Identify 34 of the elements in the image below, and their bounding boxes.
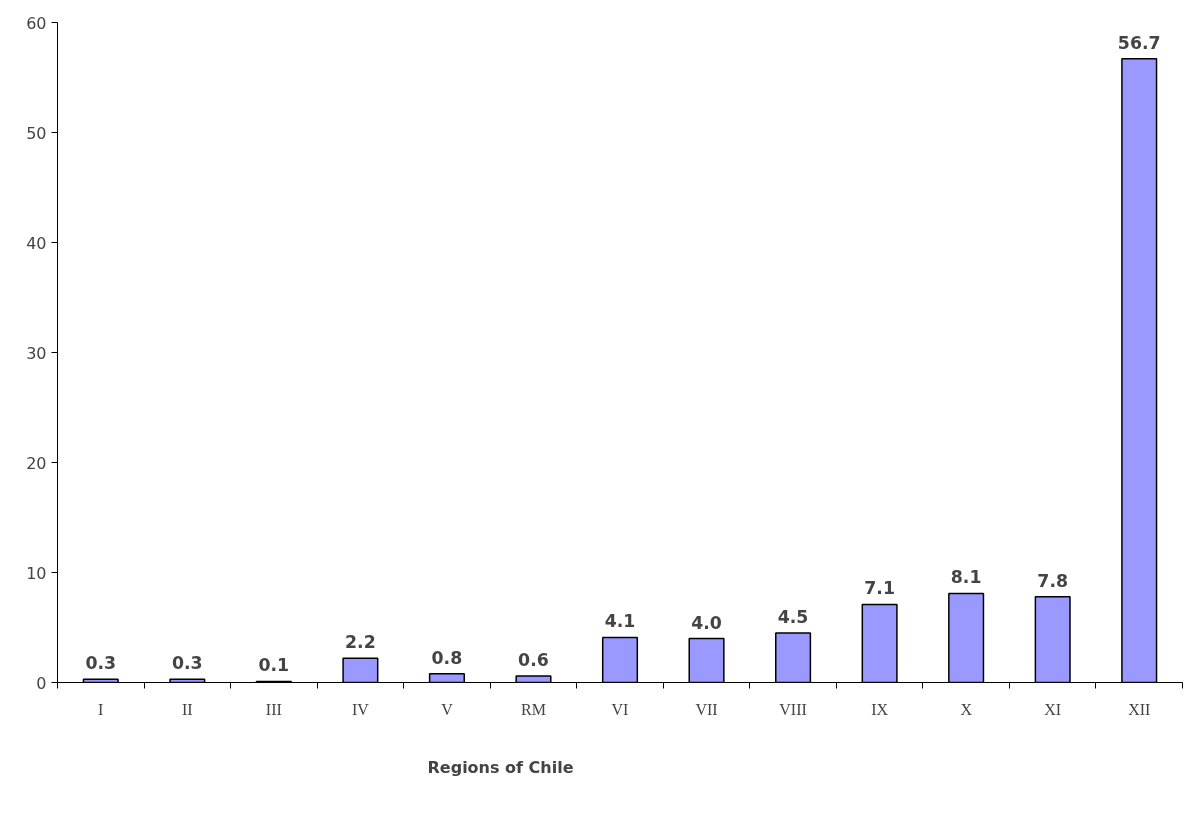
data-label: 0.8 [431,647,463,668]
x-tick-label: I [98,700,104,718]
data-label: 4.1 [604,611,636,632]
y-tick-label: 50 [26,123,47,143]
x-tick-label: IV [351,700,370,718]
x-tick-label: VI [611,700,629,718]
data-label: 7.1 [864,578,895,599]
y-tick-label: 10 [26,563,47,583]
data-label: 4.5 [777,607,809,627]
data-label: 2.2 [345,632,376,653]
y-tick-label: 0 [36,673,47,693]
data-label: 0.6 [518,649,549,670]
data-label: 0.1 [258,655,290,676]
y-tick-label: 60 [26,13,47,33]
y-tick-label: 40 [26,233,47,253]
x-tick-label: XII [1128,700,1151,718]
x-tick-label: VIII [779,700,807,718]
x-tick-label: II [181,700,193,718]
y-tick-label: 30 [26,343,47,363]
x-tick-label: IX [871,700,889,718]
x-tick-label: XI [1044,700,1062,718]
x-tick-label: VII [695,700,718,718]
data-label: 7.8 [1037,570,1069,591]
data-label: 8.1 [950,567,982,588]
data-label: 0.3 [171,653,203,674]
data-label: 0.3 [85,653,117,674]
text: Regions of Chile [427,757,574,777]
data-label: 56.7 [1117,32,1161,53]
data-label: 4.0 [691,612,722,633]
x-tick-label: V [441,700,454,718]
x-tick-label: III [265,700,282,718]
x-tick-label: RM [521,700,546,718]
x-tick-label: X [960,700,973,718]
y-tick-label: 20 [26,453,47,473]
